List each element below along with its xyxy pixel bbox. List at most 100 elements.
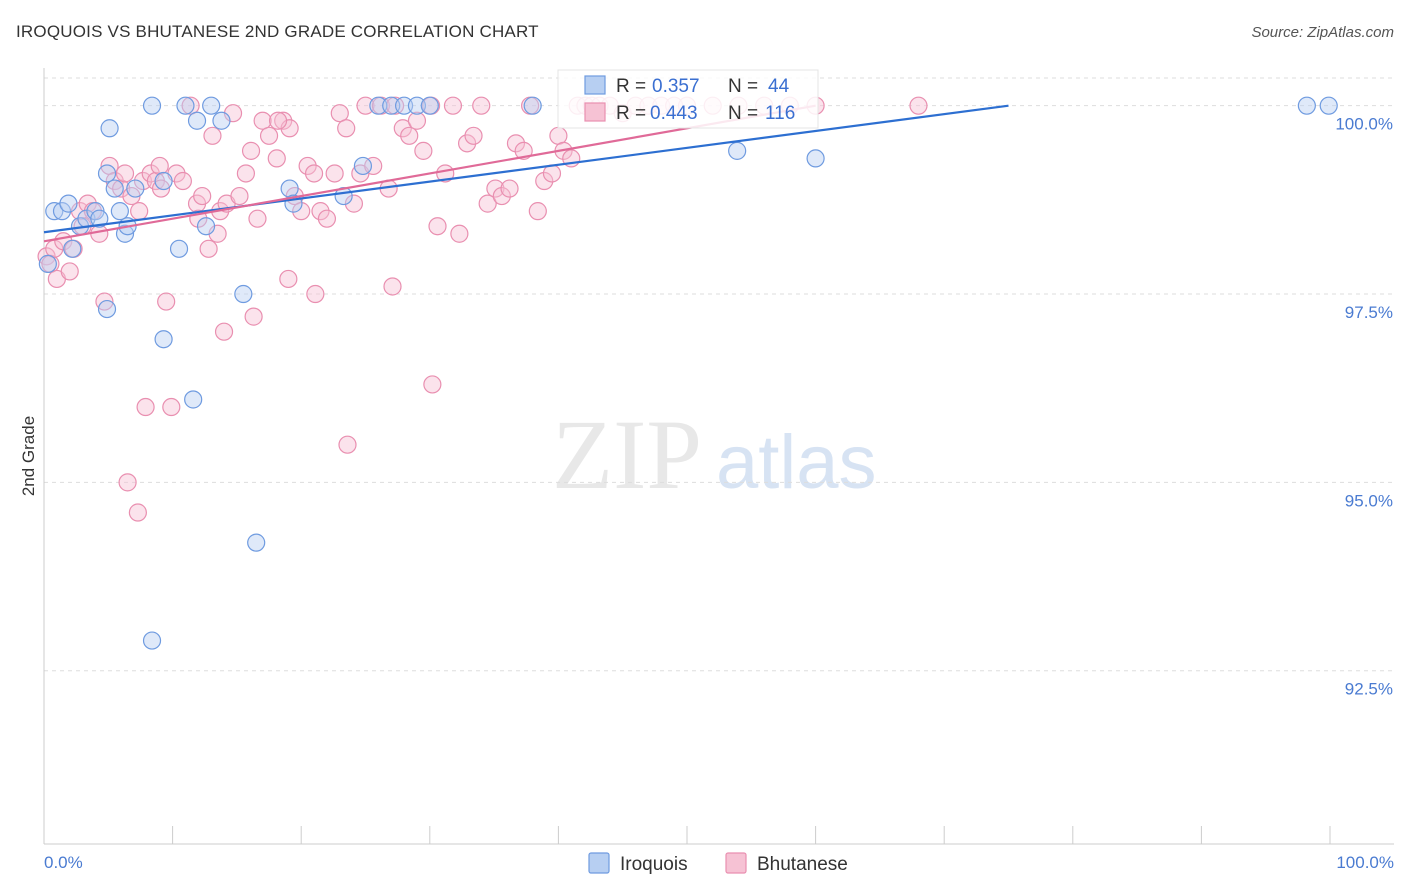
iroquois-point xyxy=(105,179,124,198)
x-tick-label-min: 0.0% xyxy=(44,853,83,872)
bhutanese-point xyxy=(356,96,375,115)
bhutanese-point xyxy=(115,164,135,183)
x-tick-label-max: 100.0% xyxy=(1336,853,1394,872)
iroquois-point xyxy=(169,239,189,258)
bhutanese-point xyxy=(472,96,491,115)
stats-legend: R = 0.357 N = 44 R = 0.443 N = 116 xyxy=(557,69,819,129)
bhutanese-point xyxy=(492,186,511,206)
iroquois-points xyxy=(38,96,1338,650)
bhutanese-point xyxy=(248,209,267,228)
legend-bhutanese-r-label: R = xyxy=(616,103,646,124)
iroquois-point xyxy=(154,171,173,191)
legend-swatch-bhutanese xyxy=(584,102,606,122)
bhutanese-point xyxy=(306,284,325,304)
bhutanese-point xyxy=(173,171,192,191)
iroquois-point xyxy=(728,141,747,160)
iroquois-point xyxy=(110,202,129,221)
bhutanese-point xyxy=(486,179,505,198)
iroquois-point xyxy=(45,202,64,221)
bottom-legend-swatch-bhutanese xyxy=(725,852,747,874)
iroquois-point xyxy=(97,299,117,319)
legend-iroquois-n-label: N = xyxy=(728,76,758,97)
iroquois-point xyxy=(142,631,162,650)
bhutanese-point xyxy=(268,111,288,130)
bhutanese-point xyxy=(133,171,153,191)
iroquois-point xyxy=(394,96,414,115)
bottom-legend-bhutanese: Bhutanese xyxy=(757,854,848,875)
y-tick-label: 95.0% xyxy=(1345,491,1393,510)
bhutanese-point xyxy=(542,164,562,183)
bhutanese-point xyxy=(150,156,169,176)
bhutanese-point xyxy=(338,435,357,454)
iroquois-point xyxy=(187,111,207,130)
x-ticks xyxy=(43,826,1331,844)
y-tick-label: 100.0% xyxy=(1335,115,1393,134)
iroquois-point xyxy=(212,111,231,130)
watermark-atlas: atlas xyxy=(716,420,877,505)
legend-iroquois-n-value: 44 xyxy=(768,76,790,97)
iroquois-point xyxy=(247,533,266,552)
bottom-legend-iroquois: Iroquois xyxy=(620,854,688,875)
bhutanese-point xyxy=(407,111,427,130)
iroquois-point xyxy=(202,96,221,115)
iroquois-point xyxy=(97,164,117,183)
bhutanese-point xyxy=(130,202,149,221)
legend-bhutanese-r-value: 0.443 xyxy=(650,103,698,124)
iroquois-point xyxy=(353,156,373,176)
bhutanese-point xyxy=(128,503,147,522)
bhutanese-point xyxy=(400,126,419,145)
bhutanese-point xyxy=(304,164,324,183)
bhutanese-point xyxy=(193,186,212,206)
bhutanese-point xyxy=(443,96,463,115)
bhutanese-point xyxy=(274,111,293,130)
iroquois-point xyxy=(63,239,82,258)
bhutanese-point xyxy=(549,126,568,145)
iroquois-point xyxy=(369,96,388,115)
bhutanese-point xyxy=(241,141,261,160)
bhutanese-point xyxy=(337,119,356,138)
iroquois-point xyxy=(420,96,439,115)
iroquois-point xyxy=(90,209,109,228)
watermark-zip: ZIP xyxy=(552,399,702,510)
iroquois-point xyxy=(52,202,72,221)
bhutanese-point xyxy=(259,126,279,145)
legend-swatch-iroquois xyxy=(584,75,606,95)
y-axis-title: 2nd Grade xyxy=(19,416,38,496)
bhutanese-point xyxy=(344,194,364,213)
bhutanese-point xyxy=(181,96,200,115)
legend-bhutanese-n-label: N = xyxy=(728,103,758,124)
bhutanese-point xyxy=(414,141,433,160)
bhutanese-point xyxy=(428,217,447,236)
chart-title: IROQUOIS VS BHUTANESE 2ND GRADE CORRELAT… xyxy=(16,22,539,41)
bhutanese-point xyxy=(236,164,256,183)
bhutanese-point xyxy=(450,224,469,243)
iroquois-point xyxy=(126,179,145,198)
legend-bhutanese-n-value: 116 xyxy=(765,103,795,124)
iroquois-point xyxy=(100,119,119,138)
bhutanese-point xyxy=(90,224,109,243)
source-label: Source: ZipAtlas.com xyxy=(1251,24,1394,41)
bottom-legend-swatch-iroquois xyxy=(588,852,610,874)
bhutanese-point xyxy=(535,171,554,191)
bhutanese-point xyxy=(909,96,928,115)
bhutanese-point xyxy=(298,156,317,176)
bhutanese-point xyxy=(60,262,79,281)
iroquois-point xyxy=(382,96,401,115)
iroquois-point xyxy=(184,390,203,409)
bhutanese-point xyxy=(330,104,349,123)
bhutanese-point xyxy=(157,292,176,311)
bhutanese-point xyxy=(383,277,402,296)
bhutanese-point xyxy=(105,171,124,191)
bhutanese-point xyxy=(267,149,286,168)
bhutanese-point xyxy=(244,307,263,326)
bhutanese-point xyxy=(230,186,249,206)
bhutanese-point xyxy=(292,202,311,221)
bhutanese-point xyxy=(478,194,497,213)
y-tick-label: 97.5% xyxy=(1345,303,1393,322)
iroquois-point xyxy=(176,96,195,115)
iroquois-point xyxy=(196,217,216,236)
bhutanese-point xyxy=(506,134,526,153)
iroquois-point xyxy=(280,179,299,198)
bhutanese-point xyxy=(528,202,547,221)
iroquois-point xyxy=(234,284,253,304)
